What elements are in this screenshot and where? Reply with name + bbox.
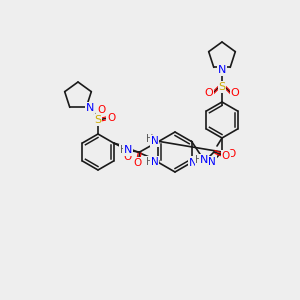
Text: N: N [124,145,132,155]
Text: N: N [86,103,94,113]
Text: O: O [124,152,132,162]
Text: N: N [151,136,159,146]
Text: S: S [218,82,226,92]
Text: N: N [151,157,159,167]
Text: N: N [208,157,216,167]
Text: O: O [134,158,142,168]
Text: N: N [200,155,208,165]
Text: O: O [97,105,105,115]
Text: N: N [188,157,196,167]
Text: N: N [189,158,197,168]
Text: H: H [195,155,203,165]
Text: H: H [146,134,153,144]
Text: H: H [120,145,127,155]
Text: O: O [228,149,236,159]
Text: O: O [107,113,115,123]
Text: H: H [146,157,153,167]
Text: S: S [94,115,102,125]
Text: O: O [205,88,213,98]
Text: H: H [208,157,216,167]
Text: N: N [218,65,226,75]
Text: O: O [231,88,239,98]
Text: O: O [222,151,230,161]
